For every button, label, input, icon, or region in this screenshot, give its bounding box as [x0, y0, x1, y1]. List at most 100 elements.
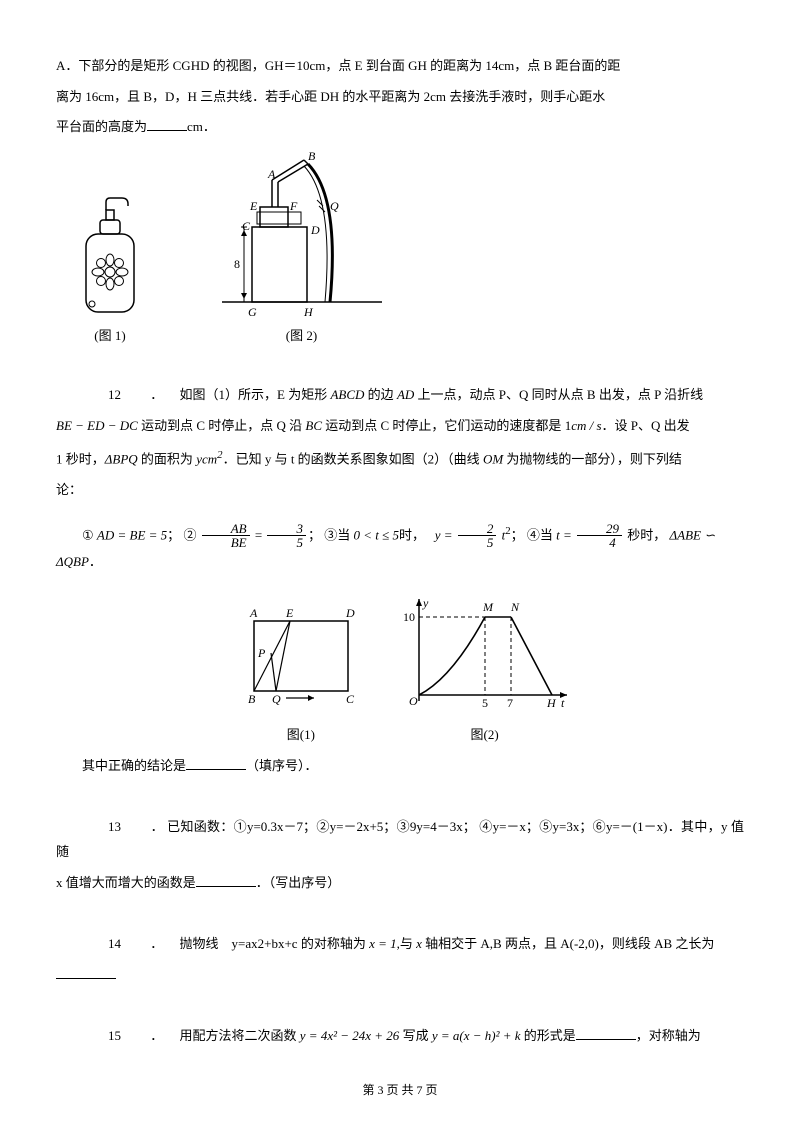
teq: t = — [556, 527, 575, 542]
svg-text:B: B — [248, 692, 256, 706]
o1expr: AD = BE = 5 — [97, 527, 167, 542]
q12-beeddc: BE − ED − DC — [56, 418, 138, 433]
o4c: ． — [89, 554, 102, 569]
q15-expr2: y = a(x − h)² + k — [432, 1028, 521, 1043]
svg-text:O: O — [409, 694, 418, 708]
q12-fig2-svg: y M N 10 5 7 H t O — [397, 593, 572, 713]
o3b: 时， — [399, 527, 428, 542]
frac-abbe-n: AB — [202, 522, 250, 537]
q15-expr1: y = 4x² − 24x + 26 — [300, 1028, 400, 1043]
svg-text:t: t — [561, 696, 565, 710]
q12-bodyb: 的边 — [364, 387, 397, 402]
o4a: ④当 — [527, 527, 556, 542]
o1a: ① — [82, 527, 97, 542]
q11-line1: A．下部分的是矩形 CGHD 的视图，GH＝10cm，点 E 到台面 GH 的距… — [56, 54, 744, 79]
o2a: ② — [183, 527, 199, 542]
svg-text:y: y — [422, 596, 429, 610]
q14-bodyc: 轴相交于 A,B 两点，且 A(-2,0)，则线段 AB 之长为 — [422, 936, 715, 951]
q13-num: 13 — [82, 815, 121, 840]
q12-l3a: 1 秒时， — [56, 451, 105, 466]
q12-bodya: 如图（1）所示，E 为矩形 — [180, 387, 331, 402]
lbl-F: F — [289, 199, 298, 213]
q12-tri: ΔBPQ — [105, 451, 138, 466]
q15-bodyd: ，对称轴为 — [636, 1028, 701, 1043]
svg-text:E: E — [285, 606, 294, 620]
q12-ad: AD — [397, 387, 414, 402]
q14-bodya: y=ax2+bx+c 的对称轴为 — [232, 936, 370, 951]
q12-tail: 其中正确的结论是 （填序号）． — [56, 754, 744, 779]
frac-35-d: 5 — [267, 536, 306, 550]
q13-blank — [196, 873, 256, 887]
q14-bodyb: 与 — [400, 936, 416, 951]
q12-l2b: 运动到点 C 时停止，点 Q 沿 — [138, 418, 306, 433]
q15-dot: ． — [124, 1024, 163, 1049]
q12-l3b: 的面积为 — [138, 451, 197, 466]
q11-line3a: 平台面的高度为 — [56, 119, 147, 134]
svg-text:10: 10 — [403, 610, 415, 624]
o3cond: 0 < t ≤ 5 — [353, 527, 399, 542]
q15-bodyc: 的形式是 — [521, 1028, 576, 1043]
q12-line2: BE − ED − DC 运动到点 C 时停止，点 Q 沿 BC 运动到点 C … — [56, 414, 744, 439]
frac-35: 35 — [267, 522, 306, 550]
q11-line3: 平台面的高度为 cm． — [56, 115, 744, 140]
q12-opts: ① AD = BE = 5； ② ABBE = 35； ③当 0 < t ≤ 5… — [56, 521, 744, 575]
eq1: = — [252, 527, 266, 542]
q12-blank — [186, 756, 246, 770]
q13-bodyc: ．（写出序号） — [256, 875, 341, 890]
svg-text:7: 7 — [507, 696, 513, 710]
lbl-C: C — [242, 219, 251, 233]
q14-xeq: x = 1, — [369, 936, 400, 951]
q12-fig2-cap: 图(2) — [471, 723, 499, 748]
q11-blank — [147, 117, 187, 131]
q14-blank — [56, 965, 116, 979]
q12-tailb: （填序号）． — [246, 758, 318, 773]
q15-bodya: 用配方法将二次函数 — [180, 1028, 300, 1043]
o1b: ； — [167, 527, 180, 542]
q14-line1: 14 ． 抛物线 y=ax2+bx+c 的对称轴为 x = 1,与 x 轴相交于… — [56, 932, 744, 957]
lbl-8: 8 — [234, 257, 240, 271]
lbl-E: E — [249, 199, 258, 213]
svg-text:Q: Q — [272, 692, 281, 706]
frac-294-d: 4 — [577, 536, 622, 550]
q12-ycm2u: cm — [202, 451, 217, 466]
q13-line1: 13 ． 已知函数：①y=0.3x－7；②y=－2x+5；③9y=4－3x； ④… — [56, 815, 744, 864]
o4b: 秒时， — [624, 527, 666, 542]
q13-bodyb: x 值增大而增大的函数是 — [56, 875, 196, 890]
q15-num: 15 — [82, 1024, 121, 1049]
q12-abcd: ABCD — [330, 387, 364, 402]
yeq: y = — [435, 527, 456, 542]
q11-fig1-svg — [76, 192, 144, 322]
q11-line3b: cm． — [187, 119, 216, 134]
q12-dot: ． — [124, 383, 163, 408]
q12-l2d: ．设 P、Q 出发 — [602, 418, 690, 433]
q14-lead: 抛物线 — [180, 936, 219, 951]
q11-fig-row: (图 1) 8 — [56, 152, 744, 349]
o3a: ③当 — [324, 527, 353, 542]
svg-text:M: M — [482, 600, 494, 614]
page-footer: 第 3 页 共 7 页 — [56, 1079, 744, 1102]
lbl-B: B — [308, 152, 316, 163]
q14-blankline — [56, 963, 744, 988]
lbl-A: A — [267, 167, 276, 181]
q12-fig1-cap: 图(1) — [287, 723, 315, 748]
q11-cap2: (图 2) — [286, 324, 317, 349]
q12-taila: 其中正确的结论是 — [82, 758, 186, 773]
frac-294: 294 — [577, 522, 622, 550]
q15-line1: 15 ． 用配方法将二次函数 y = 4x² − 24x + 26 写成 y =… — [56, 1024, 744, 1049]
lbl-G: G — [248, 305, 257, 319]
q12-figs: A E D B Q C P 图(1) y — [56, 593, 744, 748]
q12-fig1-svg: A E D B Q C P — [236, 603, 366, 713]
svg-text:5: 5 — [482, 696, 488, 710]
q15-blank — [576, 1026, 636, 1040]
frac-abbe-d: BE — [202, 536, 250, 550]
svg-text:P: P — [257, 646, 266, 660]
q12-line3e: 论： — [56, 478, 744, 503]
svg-text:H: H — [546, 696, 557, 710]
q12-om: OM — [483, 451, 503, 466]
q15-bodyb: 写成 — [399, 1028, 432, 1043]
q11-fig2-svg: 8 A B E F C D G H Q — [222, 152, 382, 322]
frac-25-d: 5 — [458, 536, 497, 550]
q12-speedu: cm / s — [571, 418, 601, 433]
q13-line2: x 值增大而增大的函数是 ．（写出序号） — [56, 871, 744, 896]
q14-num: 14 — [82, 932, 121, 957]
